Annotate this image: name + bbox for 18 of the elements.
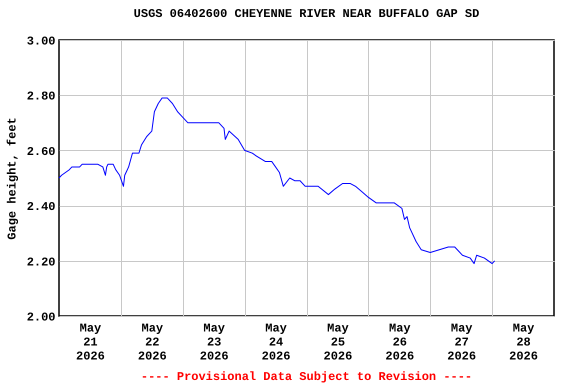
text: ---- Provisional Data Subject to Revision ----: [140, 370, 472, 384]
x-tick-label: May 25 2026: [324, 322, 352, 364]
x-tick-label: May 27 2026: [447, 322, 476, 364]
x-tick-label: May 24 2026: [262, 322, 290, 364]
x-tick-label: May 22 2026: [138, 322, 167, 364]
x-tick-label: May 21 2026: [76, 322, 105, 364]
x-tick-label: May 28 2026: [509, 322, 538, 364]
y-tick-label: 2.40: [26, 200, 56, 214]
y-axis-title: Gage height, feet: [6, 117, 20, 240]
y-tick-label: 2.80: [26, 90, 56, 104]
y-tick-label: 2.20: [26, 255, 56, 270]
line-series: [58, 97, 496, 264]
y-tick-label: 2.00: [26, 310, 56, 324]
x-tick-label: May 26 2026: [385, 322, 414, 364]
chart-title: USGS 06402600 CHEYENNE RIVER NEAR BUFFALO GAP SD: [134, 7, 480, 21]
x-tick-label: May 23 2026: [200, 322, 229, 364]
y-tick-label: 2.60: [26, 144, 56, 159]
y-tick-label: 3.00: [26, 34, 56, 48]
